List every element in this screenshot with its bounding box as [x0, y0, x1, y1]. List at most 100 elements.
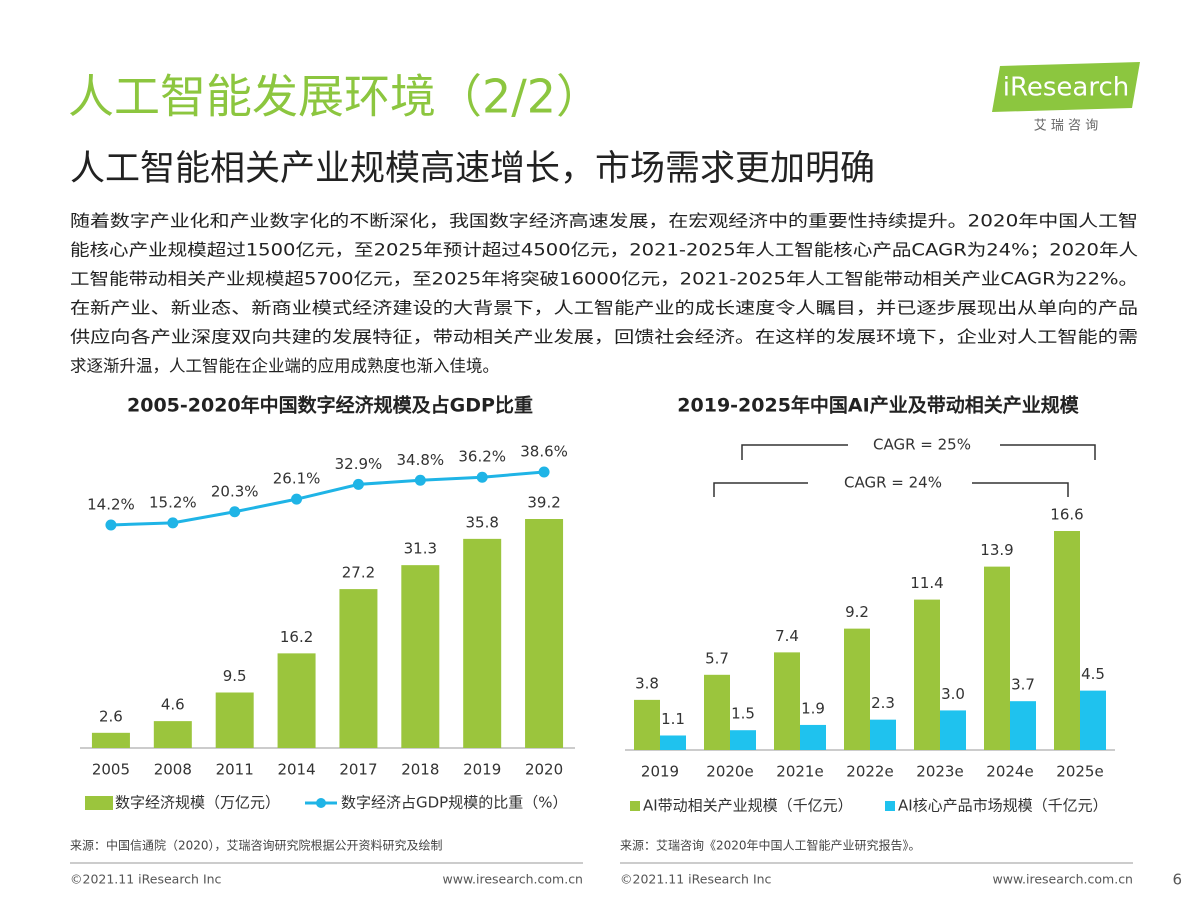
- value-label: 3.8: [635, 674, 659, 692]
- value-label: 4.5: [1081, 665, 1105, 683]
- bar: [153, 721, 192, 748]
- value-label: 3.7: [1011, 676, 1035, 694]
- copyright: ©2021.11 iResearch Inc: [70, 872, 222, 887]
- value-label: 27.2: [342, 564, 375, 582]
- bar: [1080, 690, 1106, 750]
- page-number: 6: [1172, 871, 1182, 889]
- bar: [730, 730, 756, 750]
- x-tick-label: 2018: [401, 761, 439, 779]
- value-label: 26.1%: [273, 470, 321, 488]
- bar: [525, 519, 564, 748]
- line: [110, 470, 545, 527]
- x-tick-label: 2019: [641, 763, 679, 781]
- x-tick-label: 2005: [92, 761, 130, 779]
- x-tick-label: 2011: [216, 761, 254, 779]
- x-tick-label: 2022e: [846, 763, 893, 781]
- logo-box: [992, 62, 1140, 112]
- bar: [401, 565, 440, 748]
- value-label: 1.9: [801, 699, 825, 717]
- value-label: 34.8%: [396, 451, 444, 469]
- annotation: CAGR = 25%: [873, 436, 971, 454]
- bar: [800, 724, 826, 750]
- copyright: ©2021.11 iResearch Inc: [620, 872, 772, 887]
- bar: [634, 699, 660, 750]
- legend-label: AI带动相关产业规模（千亿元）: [643, 797, 853, 815]
- value-label: 31.3: [404, 540, 437, 558]
- point: [291, 493, 303, 505]
- legend-label: 数字经济规模（万亿元）: [115, 794, 280, 812]
- value-label: 2.3: [871, 694, 895, 712]
- x-tick-label: 2023e: [916, 763, 963, 781]
- body-line: 求逐渐升温，人工智能在企业端的应用成熟度也渐入佳境。: [70, 357, 499, 376]
- bar: [1010, 701, 1036, 750]
- x-tick-label: 2019: [463, 761, 501, 779]
- bar: [463, 538, 502, 748]
- value-label: 5.7: [705, 649, 729, 667]
- value-label: 35.8: [465, 513, 498, 531]
- x-tick-label: 2017: [339, 761, 377, 779]
- bar: [870, 719, 896, 750]
- value-label: 7.4: [775, 627, 799, 645]
- body-line: 随着数字产业化和产业数字化的不断深化，我国数字经济高速发展，在宏观经济中的重要性…: [70, 212, 1138, 231]
- source: 来源：艾瑞咨询《2020年中国人工智能产业研究报告》。: [620, 838, 921, 853]
- value-label: 9.2: [845, 603, 869, 621]
- bracket: [713, 482, 808, 497]
- point: [105, 519, 117, 531]
- bar: [914, 599, 940, 750]
- legend-marker: [316, 798, 326, 808]
- x-tick-label: 2024e: [986, 763, 1033, 781]
- legend-label: AI核心产品市场规模（千亿元）: [898, 797, 1108, 815]
- value-label: 15.2%: [149, 493, 197, 511]
- legend-swatch: [85, 796, 113, 810]
- value-label: 39.2: [527, 494, 560, 512]
- bar: [774, 652, 800, 750]
- legend-swatch: [630, 801, 640, 811]
- bar: [984, 566, 1010, 750]
- value-label: 1.1: [661, 710, 685, 728]
- bar: [339, 589, 378, 748]
- page-title: 人工智能发展环境（2/2）: [68, 70, 602, 124]
- bar: [215, 692, 254, 748]
- point: [538, 466, 550, 478]
- legend-swatch: [885, 801, 895, 811]
- bar: [704, 674, 730, 750]
- body-line: 能核心产业规模超过1500亿元，至2025年预计超过4500亿元，2021-20…: [70, 241, 1138, 260]
- bracket: [741, 444, 848, 460]
- value-label: 9.5: [223, 667, 247, 685]
- point: [414, 474, 426, 486]
- legend-label: 数字经济占GDP规模的比重（%）: [341, 794, 567, 812]
- logo: iResearch: [1003, 73, 1129, 103]
- url: www.iresearch.com.cn: [993, 872, 1134, 887]
- x-tick-label: 2025e: [1056, 763, 1103, 781]
- value-label: 1.5: [731, 705, 755, 723]
- x-tick-label: 2014: [277, 761, 315, 779]
- body-line: 在新产业、新业态、新商业模式经济建设的大背景下，人工智能产业的成长速度令人瞩目，…: [70, 299, 1138, 318]
- source: 来源：中国信通院（2020），艾瑞咨询研究院根据公开资料研究及绘制: [70, 838, 443, 853]
- bar: [91, 732, 130, 748]
- value-label: 14.2%: [87, 496, 135, 514]
- chart-title: 2019-2025年中国AI产业及带动相关产业规模: [677, 394, 1079, 417]
- value-label: 32.9%: [335, 455, 383, 473]
- x-tick-label: 2021e: [776, 763, 823, 781]
- bar: [277, 653, 316, 748]
- point: [229, 506, 241, 518]
- x-tick-label: 2008: [154, 761, 192, 779]
- value-label: 3.0: [941, 685, 965, 703]
- bracket: [972, 482, 1069, 497]
- value-label: 20.3%: [211, 482, 259, 500]
- bar: [1054, 531, 1080, 750]
- bar: [940, 710, 966, 750]
- value-label: 4.6: [161, 696, 185, 714]
- body-text: 随着数字产业化和产业数字化的不断深化，我国数字经济高速发展，在宏观经济中的重要性…: [70, 212, 1138, 376]
- value-label: 36.2%: [458, 448, 506, 466]
- logo-cn: 艾 瑞 咨 询: [1034, 119, 1098, 134]
- value-label: 2.6: [99, 707, 123, 725]
- x-tick-label: 2020e: [706, 763, 753, 781]
- value-label: 16.2: [280, 628, 313, 646]
- point: [167, 517, 179, 529]
- value-label: 38.6%: [520, 443, 568, 461]
- chart-title: 2005-2020年中国数字经济规模及占GDP比重: [127, 394, 533, 417]
- value-label: 16.6: [1050, 506, 1083, 524]
- body-line: 供应向各产业深度双向共建的发展特征，带动相关产业发展，回馈社会经济。在这样的发展…: [70, 328, 1138, 347]
